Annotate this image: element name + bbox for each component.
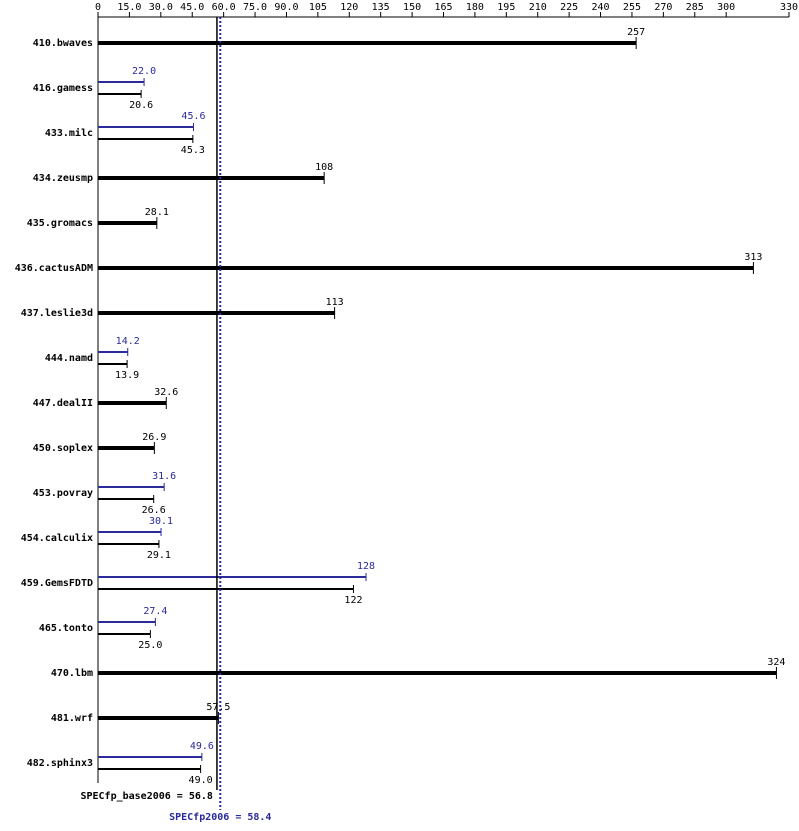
- bar: [98, 716, 219, 720]
- bar: [98, 266, 754, 270]
- value-label: 57.5: [206, 702, 230, 713]
- category-label: 450.soplex: [33, 443, 93, 454]
- value-label: 113: [326, 297, 344, 308]
- x-tick-label: 60.0: [212, 2, 236, 13]
- value-label: 313: [744, 252, 762, 263]
- value-label: 49.0: [189, 775, 213, 786]
- value-label: 31.6: [152, 471, 176, 482]
- value-label: 25.0: [138, 640, 162, 651]
- x-tick-label: 180: [466, 2, 484, 13]
- value-label: 26.9: [142, 432, 166, 443]
- value-label: 49.6: [190, 741, 214, 752]
- value-label: 108: [315, 162, 333, 173]
- category-label: 410.bwaves: [33, 38, 93, 49]
- bar: [98, 221, 157, 225]
- value-label: 13.9: [115, 370, 139, 381]
- x-tick-label: 75.0: [243, 2, 267, 13]
- value-label: 32.6: [154, 387, 178, 398]
- bar: [98, 498, 154, 500]
- category-label: 454.calculix: [21, 532, 93, 544]
- bar: [98, 138, 193, 140]
- category-label: 437.leslie3d: [21, 307, 93, 319]
- bar: [98, 621, 156, 623]
- bar: [98, 93, 142, 95]
- category-label: 447.dealII: [33, 398, 93, 409]
- bar: [98, 756, 202, 758]
- bar: [98, 446, 155, 450]
- x-tick-label: 45.0: [180, 2, 204, 13]
- category-label: 435.gromacs: [27, 218, 93, 229]
- value-label: 14.2: [116, 336, 140, 347]
- value-label: 324: [767, 657, 785, 668]
- bar: [98, 363, 128, 365]
- value-label: 26.6: [142, 505, 166, 516]
- category-label: 434.zeusmp: [33, 173, 93, 184]
- x-tick-label: 225: [560, 2, 578, 13]
- category-label: 465.tonto: [39, 623, 93, 634]
- x-tick-label: 150: [403, 2, 421, 13]
- bar: [98, 486, 165, 488]
- category-label: 481.wrf: [51, 713, 93, 724]
- x-tick-label: 105: [309, 2, 327, 13]
- bar: [98, 401, 167, 405]
- x-tick-label: 30.0: [149, 2, 173, 13]
- bar: [98, 176, 325, 180]
- x-tick-label: 240: [592, 2, 610, 13]
- bar: [98, 81, 145, 83]
- value-label: 30.1: [149, 516, 173, 527]
- x-tick-label: 165: [434, 2, 452, 13]
- category-label: 444.namd: [45, 353, 93, 364]
- value-label: 128: [357, 561, 375, 572]
- value-label: 20.6: [129, 100, 153, 111]
- category-label: 482.sphinx3: [27, 757, 93, 769]
- bar: [98, 576, 367, 578]
- bar: [98, 41, 637, 45]
- x-tick-label: 300: [717, 2, 735, 13]
- bar: [98, 531, 162, 533]
- value-label: 257: [627, 27, 645, 38]
- category-label: 453.povray: [33, 488, 93, 499]
- reference-label: SPECfp_base2006 = 56.8: [80, 791, 212, 802]
- value-label: 27.4: [143, 606, 167, 617]
- x-tick-label: 90.0: [274, 2, 298, 13]
- reference-label: SPECfp2006 = 58.4: [169, 812, 271, 823]
- value-label: 45.6: [181, 111, 205, 122]
- value-label: 122: [344, 595, 362, 606]
- category-label: 436.cactusADM: [15, 263, 93, 274]
- category-label: 433.milc: [45, 127, 93, 139]
- bar: [98, 633, 151, 635]
- category-label: 470.lbm: [51, 668, 93, 679]
- category-label: 416.gamess: [33, 83, 93, 94]
- category-label: 459.GemsFDTD: [21, 578, 93, 589]
- x-tick-label: 330: [780, 2, 798, 13]
- bar: [98, 588, 354, 590]
- x-tick-label: 120: [340, 2, 358, 13]
- value-label: 28.1: [145, 207, 169, 218]
- bar: [98, 126, 194, 128]
- bar: [98, 768, 201, 770]
- x-tick-label: 135: [372, 2, 390, 13]
- x-tick-label: 255: [623, 2, 641, 13]
- x-tick-label: 195: [497, 2, 515, 13]
- x-tick-label: 270: [654, 2, 672, 13]
- value-label: 45.3: [181, 145, 205, 156]
- bar: [98, 351, 128, 353]
- x-tick-label: 15.0: [117, 2, 141, 13]
- value-label: 22.0: [132, 66, 156, 77]
- x-tick-label: 285: [686, 2, 704, 13]
- x-tick-label: 0: [95, 2, 101, 13]
- x-tick-label: 210: [529, 2, 547, 13]
- value-label: 29.1: [147, 550, 171, 561]
- bar: [98, 543, 159, 545]
- bar: [98, 671, 777, 675]
